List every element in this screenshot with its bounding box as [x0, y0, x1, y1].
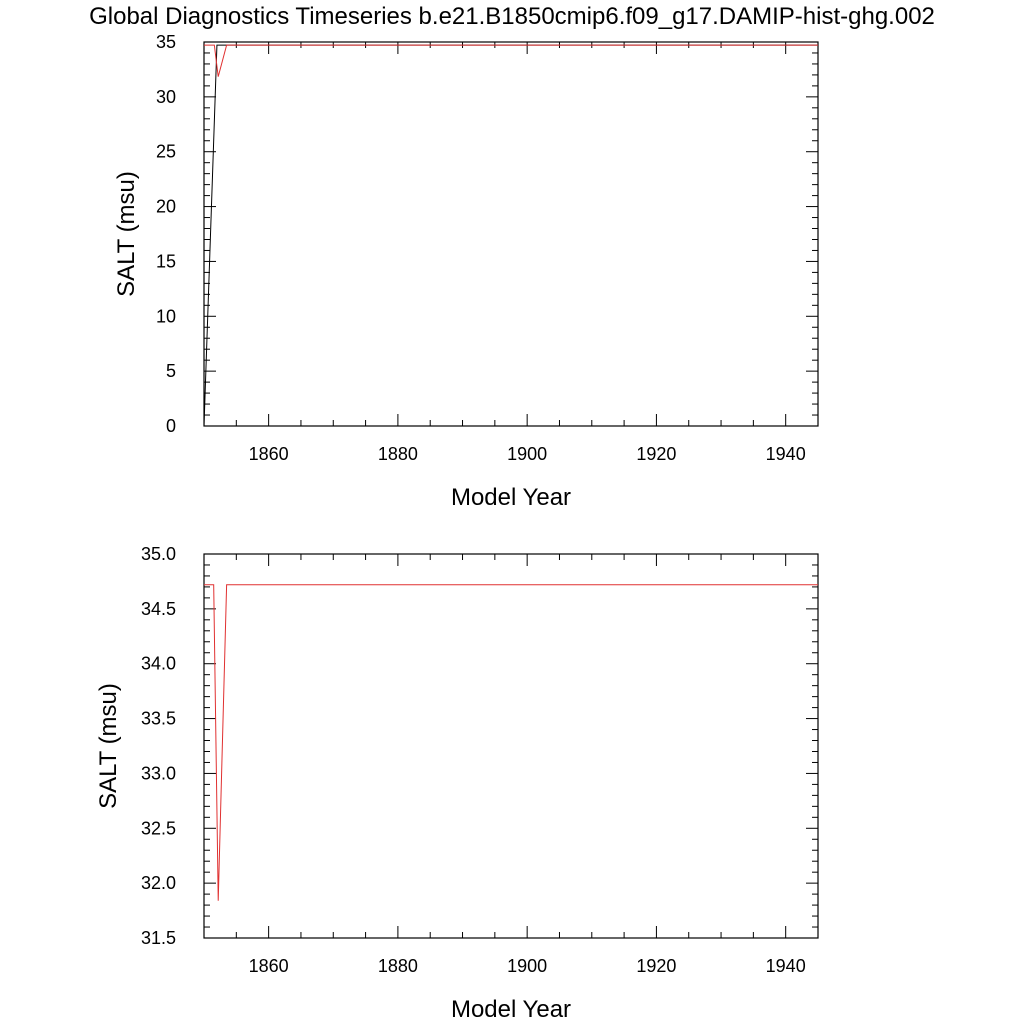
- y-tick-label: 34.0: [141, 654, 176, 674]
- x-tick-label: 1940: [766, 956, 806, 976]
- series-line: [204, 44, 818, 77]
- x-axis-label: Model Year: [451, 484, 571, 511]
- y-tick-label: 10: [156, 306, 176, 326]
- y-tick-label: 33.0: [141, 763, 176, 783]
- y-tick-label: 30: [156, 87, 176, 107]
- x-tick-label: 1880: [378, 956, 418, 976]
- x-tick-label: 1920: [636, 956, 676, 976]
- x-tick-label: 1860: [249, 444, 289, 464]
- y-tick-label: 34.5: [141, 599, 176, 619]
- y-tick-label: 25: [156, 142, 176, 162]
- x-tick-label: 1920: [636, 444, 676, 464]
- y-tick-label: 0: [166, 416, 176, 436]
- bottom-panel: SALT (msu) Model Year 1860 1880 1900 1920 19…: [95, 544, 819, 1023]
- figure-title: Global Diagnostics Timeseries b.e21.B185…: [89, 3, 935, 30]
- y-axis-label: SALT (msu): [95, 683, 122, 809]
- plot-frame: [203, 41, 819, 427]
- x-tick-label: 1900: [507, 956, 547, 976]
- x-tick-label: 1900: [507, 444, 547, 464]
- x-axis-label: Model Year: [451, 996, 571, 1023]
- series-line: [203, 44, 818, 427]
- y-tick-label: 35.0: [141, 544, 176, 564]
- x-tick-label: 1940: [766, 444, 806, 464]
- top-panel: SALT (msu) Model Year 1860 1880 1900 1920 19…: [113, 32, 819, 511]
- y-tick-label: 20: [156, 197, 176, 217]
- y-tick-label: 32.0: [141, 873, 176, 893]
- y-tick-label: 15: [156, 251, 176, 271]
- y-tick-label: 35: [156, 32, 176, 52]
- x-tick-label: 1880: [378, 444, 418, 464]
- y-tick-label: 33.5: [141, 709, 176, 729]
- y-tick-label: 5: [166, 361, 176, 381]
- plot-frame: [203, 553, 819, 939]
- y-tick-label: 32.5: [141, 818, 176, 838]
- y-tick-label: 31.5: [141, 928, 176, 948]
- series-line: [204, 584, 818, 901]
- x-tick-label: 1860: [249, 956, 289, 976]
- y-axis-label: SALT (msu): [113, 171, 140, 297]
